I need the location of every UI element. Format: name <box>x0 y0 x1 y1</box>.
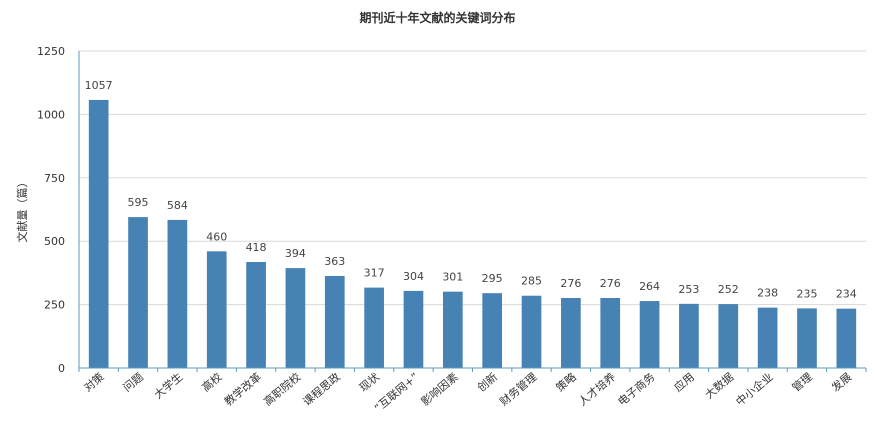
y-axis-ticks: 0 250 500 750 1000 1250 <box>37 45 65 375</box>
x-axis-ticks: 对策 问题 大学生 高校教学改革高职院校课程思政 现状“互联网+”影响因素 创新财务管理策… <box>78 368 867 415</box>
data-label: 1057 <box>85 79 113 92</box>
bar <box>246 261 266 368</box>
bar <box>757 307 778 368</box>
data-label: 301 <box>442 271 463 284</box>
data-label: 418 <box>246 241 267 254</box>
x-tick-label: 策略 <box>553 370 579 395</box>
x-tick-label: 管理 <box>789 370 815 395</box>
x-tick-label: 高校 <box>199 370 225 395</box>
grid-lines <box>79 50 866 306</box>
bar <box>324 275 345 368</box>
x-tick-label: 人才培养 <box>575 370 618 409</box>
x-tick-label: 课程思政 <box>300 370 343 409</box>
chart-title: 期刊近十年文献的关键词分布 <box>359 11 516 25</box>
x-tick-label: 大学生 <box>151 370 185 402</box>
x-tick-label: 财务管理 <box>497 370 540 409</box>
bar <box>482 293 503 368</box>
data-label: 285 <box>521 275 542 288</box>
bar <box>285 268 306 368</box>
y-tick-label: 500 <box>44 235 65 248</box>
x-tick-label: 中小企业 <box>733 370 776 409</box>
x-tick-label: 应用 <box>671 370 697 395</box>
data-label: 234 <box>836 288 857 301</box>
y-axis-label: 文献量（篇） <box>15 177 29 243</box>
data-label: 295 <box>482 272 503 285</box>
data-label: 317 <box>364 267 385 280</box>
y-tick-label: 250 <box>44 299 65 312</box>
bar <box>797 308 817 368</box>
data-label: 264 <box>639 280 660 293</box>
x-tick-label: 问题 <box>121 370 146 394</box>
data-label: 238 <box>757 287 778 300</box>
y-tick-label: 0 <box>58 362 65 375</box>
bar <box>167 219 188 368</box>
bar <box>88 99 109 369</box>
x-tick-label: 电子商务 <box>615 370 658 409</box>
bar <box>600 298 621 368</box>
x-tick-label: 大数据 <box>702 370 736 402</box>
data-label: 252 <box>718 283 739 296</box>
data-label: 276 <box>560 277 581 290</box>
bars <box>88 99 857 369</box>
bar <box>206 251 227 368</box>
y-tick-label: 1000 <box>37 108 65 121</box>
bar <box>718 304 739 368</box>
bar <box>364 287 384 368</box>
bar <box>639 301 660 368</box>
bar <box>836 308 857 368</box>
y-tick-label: 750 <box>44 172 65 185</box>
x-tick-label: 发展 <box>828 370 854 395</box>
x-tick-label: 创新 <box>474 370 500 395</box>
data-label: 235 <box>796 287 817 300</box>
data-label: 394 <box>285 247 306 260</box>
y-tick-label: 1250 <box>37 45 65 58</box>
x-tick-label: 对策 <box>81 370 107 395</box>
bar <box>679 303 699 368</box>
x-tick-label: 高职院校 <box>261 370 304 409</box>
bar <box>521 295 542 368</box>
x-tick-label: “互联网+” <box>372 370 421 414</box>
data-labels: 1057 595 584 460 418 394 363 317 304 301 295 285 276… <box>85 79 857 301</box>
data-label: 460 <box>206 230 227 243</box>
data-label: 363 <box>324 255 345 268</box>
data-label: 595 <box>128 196 149 209</box>
x-tick-label: 教学改革 <box>221 370 264 409</box>
bar <box>442 291 463 368</box>
data-label: 253 <box>678 283 699 296</box>
x-tick-label: 现状 <box>356 370 382 395</box>
x-tick-label: 影响因素 <box>419 370 461 408</box>
bar <box>561 298 581 368</box>
bar <box>403 290 424 368</box>
data-label: 304 <box>403 270 424 283</box>
bar <box>128 217 148 368</box>
data-label: 584 <box>167 199 188 212</box>
data-label: 276 <box>600 277 621 290</box>
